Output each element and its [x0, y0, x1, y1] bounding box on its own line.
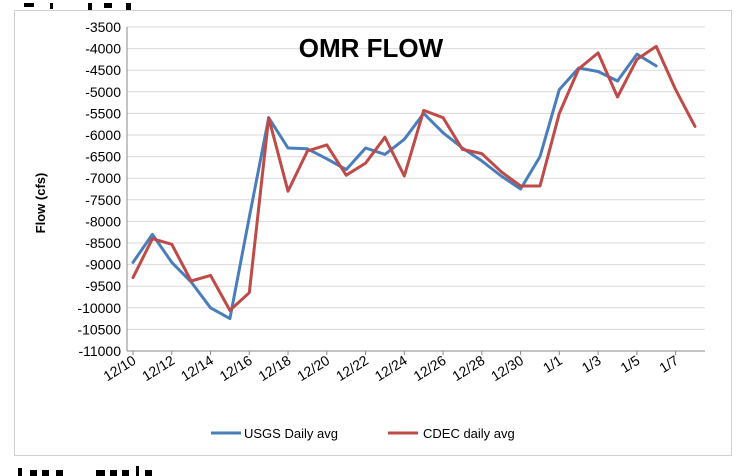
legend-label-usgs: USGS Daily avg [244, 426, 338, 441]
y-tick-label: -10000 [77, 300, 121, 316]
x-tick-label: 12/12 [139, 352, 177, 384]
y-tick-label: -7000 [85, 170, 121, 186]
x-tick-labels: 12/10 12/12 12/14 12/16 12/18 12/20 12/22 12/24… [100, 351, 681, 384]
y-tick-label: -8500 [85, 235, 121, 251]
top-clipped-text-strip [0, 0, 746, 10]
y-tick-labels: -3500 -4000 -4500 -5000 -5500 -6000 -6500 -7000… [77, 19, 121, 359]
x-tick-label: 12/28 [449, 352, 487, 384]
x-tick-label: 12/22 [333, 352, 371, 384]
y-tick-label: -6500 [85, 149, 121, 165]
y-tick-label: -9000 [85, 257, 121, 273]
y-axis-label: Flow (cfs) [33, 173, 48, 234]
y-tick-label: -10500 [77, 321, 121, 337]
chart-frame: -3500 -4000 -4500 -5000 -5500 -6000 -6500 -7000… [14, 10, 732, 456]
x-tick-label: 1/3 [579, 352, 604, 376]
x-tick-label: 1/5 [617, 352, 642, 376]
y-tick-label: -11000 [78, 343, 121, 359]
top-clipped-text-fragments [24, 3, 131, 10]
y-tick-label: -9500 [85, 278, 121, 294]
y-tick-label: -3500 [85, 19, 121, 35]
y-tick-label: -4000 [85, 41, 121, 57]
y-tick-label: -6000 [85, 127, 121, 143]
series-layer [131, 44, 697, 321]
x-tick-label: 12/18 [255, 352, 293, 384]
bottom-clipped-text-strip [0, 458, 746, 476]
y-tick-label: -5000 [85, 84, 121, 100]
y-tick-label: -8000 [85, 213, 121, 229]
x-tick-label: 12/16 [217, 352, 255, 384]
y-tick-label: -5500 [85, 105, 121, 121]
x-tick-label: 12/20 [294, 352, 332, 384]
y-tick-label: -7500 [85, 192, 121, 208]
x-tick-label: 12/26 [410, 352, 448, 384]
x-tick-label: 12/24 [372, 352, 410, 384]
legend: USGS Daily avg CDEC daily avg [211, 426, 515, 441]
omr-flow-chart: -3500 -4000 -4500 -5000 -5500 -6000 -6500 -7000… [33, 19, 705, 441]
gridlines [127, 26, 705, 352]
series-line-usgs [131, 52, 658, 321]
x-tick-label: 1/1 [540, 352, 565, 376]
x-tick-label: 12/14 [178, 352, 216, 384]
legend-label-cdec: CDEC daily avg [423, 426, 515, 441]
y-tick-label: -4500 [85, 62, 121, 78]
bottom-clipped-text-fragments [18, 466, 152, 476]
series-line-cdec [131, 44, 697, 312]
x-tick-label: 12/30 [488, 352, 526, 384]
x-tick-label: 1/7 [656, 352, 681, 376]
chart-title: OMR FLOW [299, 33, 444, 63]
